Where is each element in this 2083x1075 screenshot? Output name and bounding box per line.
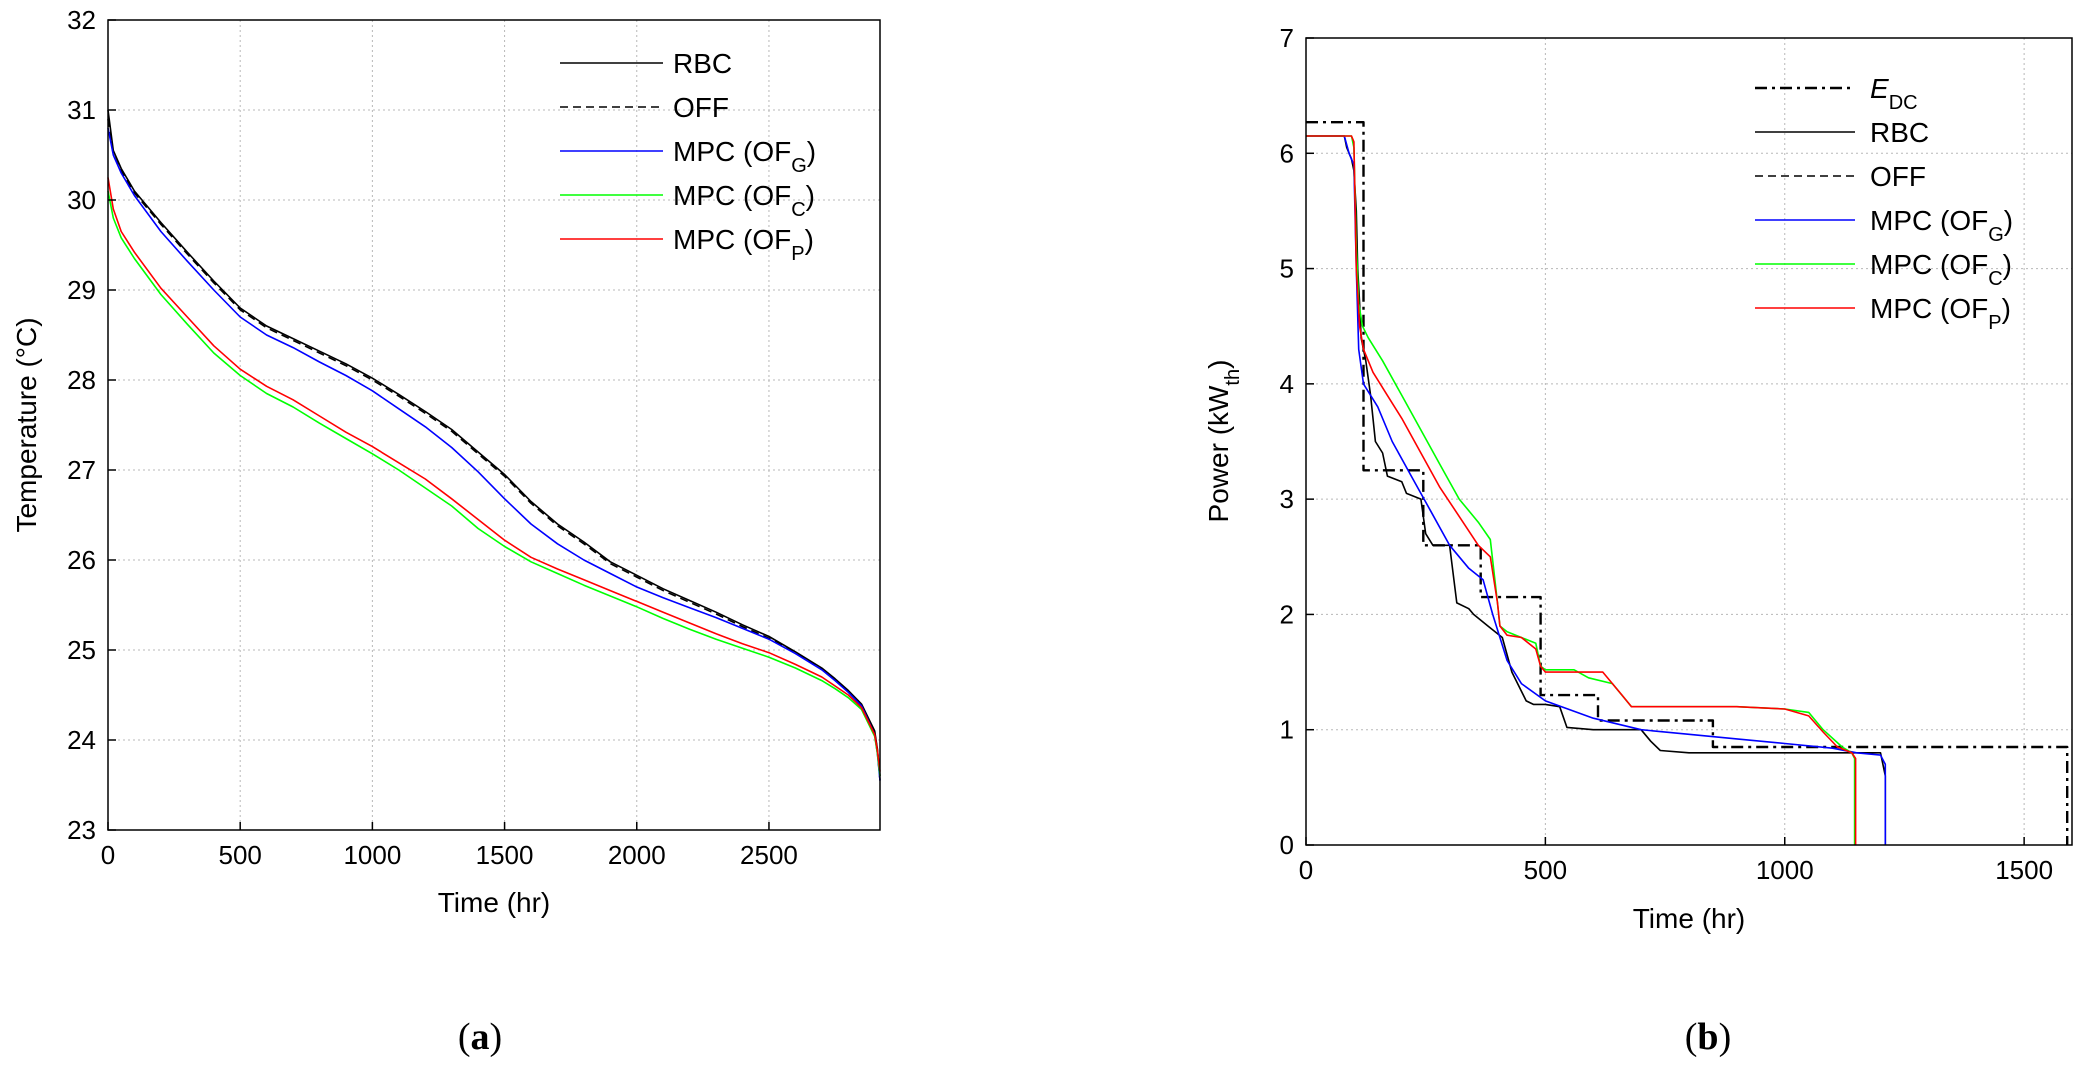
panel-b-y-tick-label: 7 — [1280, 23, 1294, 53]
panel-b-series-p — [1306, 135, 1857, 845]
panel-b-x-tick-label: 1500 — [1995, 855, 2053, 885]
panel-a-y-tick-label: 28 — [67, 365, 96, 395]
panel-b-x-axis-label: Time (hr) — [1633, 903, 1746, 934]
panel-a-x-tick-label: 2000 — [608, 840, 666, 870]
panel-a-y-axis-label: Temperature (°C) — [11, 317, 42, 532]
panel-b-y-tick-label: 2 — [1280, 599, 1294, 629]
panel-b-x-tick-label: 0 — [1299, 855, 1313, 885]
panel-a-x-tick-label: 500 — [218, 840, 261, 870]
caption-b: (b) — [1684, 1016, 1732, 1058]
panel-b-y-tick-label: 4 — [1280, 369, 1294, 399]
panel-a-y-tick-label: 29 — [67, 275, 96, 305]
panel-b-y-axis-label-sub: th — [1222, 369, 1244, 386]
panel-a-y-tick-label: 31 — [67, 95, 96, 125]
panel-b-series-c — [1306, 135, 1856, 845]
panel-b-legend-label-g: MPC (OFG) — [1870, 205, 2013, 246]
panel-a-grid — [108, 20, 880, 830]
panel-a-x-tick-label: 1000 — [343, 840, 401, 870]
panel-a-ticks: 0 500 1000 1500 2000 2500 23 24 25 26 27 28 29 30 31 32 — [67, 5, 798, 870]
panel-a-x-tick-label: 0 — [101, 840, 115, 870]
panel-a-y-tick-label: 23 — [67, 815, 96, 845]
panel-a-legend-label-p: MPC (OFP) — [673, 224, 814, 265]
caption-a-letter: a — [470, 1016, 490, 1058]
panel-b-legend-label-c: MPC (OFC) — [1870, 249, 2012, 290]
panel-a-legend-label-off: OFF — [673, 92, 729, 123]
panel-a-series-g — [107, 127, 881, 781]
panel-b-legend-label-rbc: RBC — [1870, 117, 1929, 148]
panel-b-y-axis-label-main: Power (kW — [1203, 385, 1234, 522]
panel-a-y-tick-label: 25 — [67, 635, 96, 665]
panel-b-y-tick-label: 1 — [1280, 715, 1294, 745]
panel-a-x-tick-label: 1500 — [476, 840, 534, 870]
panel-a-x-axis-label: Time (hr) — [438, 887, 551, 918]
panel-a-temperature-chart: 0 500 1000 1500 2000 2500 23 24 25 26 27 28 29 30 31 32… — [11, 5, 881, 918]
panel-a-legend-label-rbc: RBC — [673, 48, 732, 79]
panel-a-y-tick-label: 26 — [67, 545, 96, 575]
panel-a-series-p — [107, 177, 881, 772]
panel-b-x-tick-label: 500 — [1524, 855, 1567, 885]
panel-b-series-e-dc — [1306, 120, 2069, 845]
panel-b-power-chart: 0 500 1000 1500 0 1 2 3 4 5 6 7 Time (hr) Power (kW… — [1203, 23, 2073, 934]
panel-b-series — [1306, 120, 2069, 845]
caption-b-letter: b — [1697, 1016, 1719, 1058]
panel-b-grid — [1306, 38, 2072, 845]
panel-a-x-tick-label: 2500 — [740, 840, 798, 870]
panel-b-ticks: 0 500 1000 1500 0 1 2 3 4 5 6 7 — [1280, 23, 2054, 885]
panel-b-y-axis-label: Power (kWth) — [1203, 360, 1244, 523]
panel-b-y-tick-label: 0 — [1280, 830, 1294, 860]
panel-a-series-off — [107, 118, 881, 781]
panel-b-series-rbc — [1306, 135, 1887, 845]
panel-b-plot-frame — [1305, 37, 2073, 846]
panel-b-series-g — [1306, 135, 1887, 845]
caption-a: (a) — [457, 1016, 503, 1058]
panel-a-plot-frame — [107, 19, 881, 831]
panel-a-y-tick-label: 24 — [67, 725, 96, 755]
panel-b-y-tick-label: 5 — [1280, 254, 1294, 284]
panel-a-legend-label-g: MPC (OFG) — [673, 136, 816, 177]
panel-a-legend-label-c: MPC (OFC) — [673, 180, 815, 221]
panel-a-y-tick-label: 30 — [67, 185, 96, 215]
panel-a-y-tick-label: 32 — [67, 5, 96, 35]
panel-b-legend-label-p: MPC (OFP) — [1870, 293, 2011, 334]
panel-a-legend: RBC OFF MPC (OFG)MPC (OFC)MPC (OFP) — [560, 48, 816, 265]
panel-b-y-tick-label: 3 — [1280, 484, 1294, 514]
panel-b-y-tick-label: 6 — [1280, 138, 1294, 168]
panel-b-legend-label-e-dc: EDC — [1870, 73, 1918, 114]
panel-a-series-c — [107, 190, 881, 777]
panel-a-y-tick-label: 27 — [67, 455, 96, 485]
panel-a-series — [107, 109, 881, 781]
panel-b-x-tick-label: 1000 — [1756, 855, 1814, 885]
panel-b-legend-label-off: OFF — [1870, 161, 1926, 192]
panel-b-y-axis-label-end: ) — [1203, 360, 1234, 369]
